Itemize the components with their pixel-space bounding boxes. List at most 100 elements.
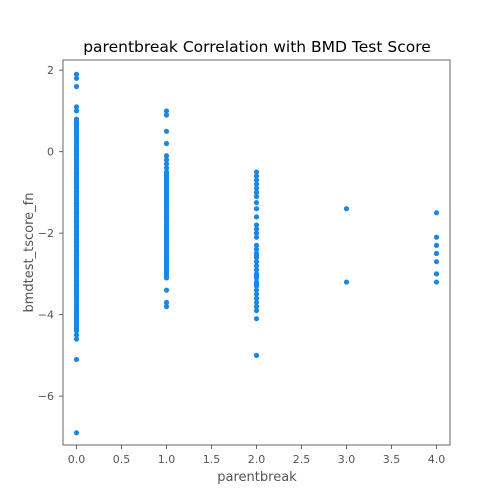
data-point xyxy=(163,244,170,251)
data-point xyxy=(163,183,170,189)
data-point xyxy=(253,177,260,183)
data-point xyxy=(163,228,170,234)
data-point xyxy=(253,273,260,279)
data-point xyxy=(73,318,80,324)
data-point xyxy=(163,224,170,230)
data-point xyxy=(73,75,80,81)
data-point xyxy=(163,175,170,181)
data-point xyxy=(253,242,260,248)
data-point xyxy=(73,430,80,436)
data-point xyxy=(163,299,170,306)
data-point xyxy=(343,279,350,285)
data-point xyxy=(73,179,80,185)
x-axis: 0.0 0.5 1.0 1.5 2.0 2.5 3.0 3.5 4.0 xyxy=(68,445,445,466)
data-point xyxy=(73,134,80,141)
data-point xyxy=(73,219,80,225)
data-point xyxy=(163,161,170,167)
data-point xyxy=(163,153,170,159)
data-point xyxy=(253,316,260,322)
data-point xyxy=(163,303,170,310)
data-point xyxy=(73,142,80,149)
x-tick-label: 2.0 xyxy=(248,453,266,466)
data-point xyxy=(433,234,440,240)
data-point xyxy=(163,205,170,211)
data-point xyxy=(73,309,80,316)
data-point xyxy=(73,243,80,249)
data-point xyxy=(73,332,80,338)
data-point xyxy=(433,210,440,216)
data-point xyxy=(73,239,80,245)
y-axis: 2 0 −2 −4 −6 xyxy=(38,64,63,403)
data-point xyxy=(253,307,260,314)
data-point xyxy=(73,118,80,124)
data-point xyxy=(163,215,170,221)
data-point xyxy=(73,301,80,308)
data-point xyxy=(253,234,260,240)
data-point xyxy=(73,175,80,181)
data-point xyxy=(163,140,170,147)
data-point xyxy=(253,263,260,269)
data-point xyxy=(253,291,260,297)
data-point xyxy=(253,267,260,273)
y-tick-label: 0 xyxy=(47,146,54,159)
data-point xyxy=(73,108,80,114)
data-point xyxy=(163,261,170,267)
data-point xyxy=(163,199,170,206)
data-point xyxy=(73,285,80,291)
data-point xyxy=(73,130,80,136)
data-point xyxy=(163,235,170,241)
data-point xyxy=(253,173,260,179)
data-point xyxy=(253,206,260,212)
data-point xyxy=(73,297,80,303)
data-point xyxy=(73,170,80,176)
data-point xyxy=(73,83,80,90)
data-point xyxy=(73,203,80,209)
data-point xyxy=(163,112,170,118)
data-point xyxy=(73,229,80,235)
data-point xyxy=(253,189,260,196)
data-point xyxy=(253,193,260,200)
data-point xyxy=(163,255,170,262)
y-tick-label: −4 xyxy=(38,309,54,322)
data-point xyxy=(253,199,260,206)
data-point xyxy=(253,181,260,187)
data-point xyxy=(253,169,260,175)
data-point xyxy=(253,214,260,220)
data-point xyxy=(163,128,170,134)
data-point xyxy=(253,185,260,191)
data-point xyxy=(253,246,260,253)
data-point xyxy=(253,230,260,236)
data-point xyxy=(73,314,80,320)
data-point xyxy=(163,273,170,279)
data-point xyxy=(73,305,80,312)
y-tick-label: −6 xyxy=(38,390,54,403)
data-points xyxy=(73,71,440,436)
data-point xyxy=(73,126,80,132)
data-point xyxy=(73,322,80,328)
data-point xyxy=(253,299,260,306)
data-point xyxy=(163,265,170,271)
x-tick-label: 3.5 xyxy=(383,453,401,466)
data-point xyxy=(73,326,80,332)
x-tick-label: 0.5 xyxy=(113,453,131,466)
chart-title: parentbreak Correlation with BMD Test Sc… xyxy=(83,38,431,56)
data-point xyxy=(73,195,80,202)
data-point xyxy=(163,250,170,256)
x-axis-label: parentbreak xyxy=(217,470,297,485)
data-point xyxy=(163,269,170,275)
data-point xyxy=(73,104,80,110)
y-axis-label: bmdtest_tscore_fn xyxy=(22,193,37,313)
data-point xyxy=(163,187,170,193)
data-point xyxy=(73,270,80,276)
data-point xyxy=(73,188,80,195)
data-point xyxy=(73,71,80,77)
data-point xyxy=(73,151,80,157)
data-point xyxy=(73,147,80,153)
data-point xyxy=(343,206,350,212)
data-point xyxy=(73,159,80,165)
data-point xyxy=(73,138,80,145)
data-point xyxy=(253,287,260,293)
data-point xyxy=(163,220,170,226)
